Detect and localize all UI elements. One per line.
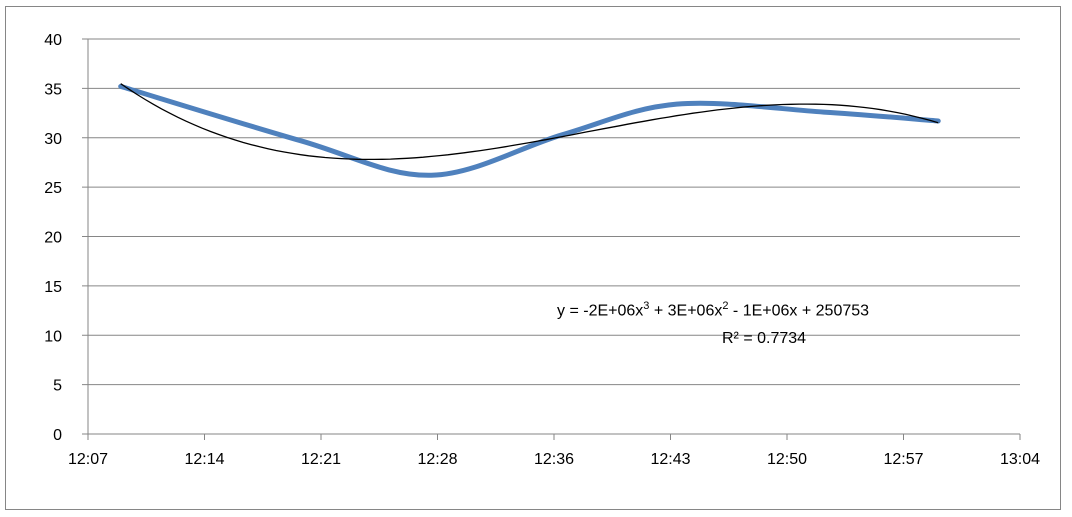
x-tick-label-2: 12:21 <box>301 451 341 468</box>
x-tick-label-7: 12:57 <box>883 451 923 468</box>
chart-area <box>5 6 1061 510</box>
x-tick-label-1: 12:14 <box>184 451 224 468</box>
trendline-equation: y = -2E+06x3 + 3E+06x2 - 1E+06x + 250753 <box>557 300 870 320</box>
x-tick-label-6: 12:50 <box>767 451 807 468</box>
y-tick-label-30: 30 <box>44 131 62 148</box>
trendline <box>120 83 939 161</box>
x-tick-label-3: 12:28 <box>417 451 457 468</box>
trendline-r-squared: R² = 0.7734 <box>722 330 807 347</box>
series-line <box>118 83 941 178</box>
y-tick-label-15: 15 <box>44 279 62 296</box>
x-tick-label-5: 12:43 <box>650 451 690 468</box>
y-tick-label-20: 20 <box>44 230 62 247</box>
y-tick-label-25: 25 <box>44 180 62 197</box>
x-tick-label-4: 12:36 <box>534 451 574 468</box>
y-tick-label-40: 40 <box>44 32 62 49</box>
y-tick-label-10: 10 <box>44 328 62 345</box>
x-tick-label-8: 13:04 <box>1000 451 1040 468</box>
x-tick-label-0: 12:07 <box>68 451 108 468</box>
y-tick-label-35: 35 <box>44 81 62 98</box>
y-tick-label-0: 0 <box>53 427 62 444</box>
y-tick-label-5: 5 <box>53 378 62 395</box>
